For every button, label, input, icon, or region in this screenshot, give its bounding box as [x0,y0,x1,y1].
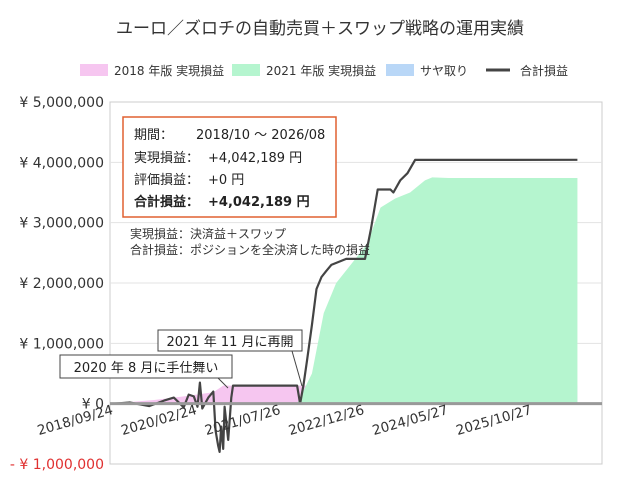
chart-title: ユーロ／ズロチの自動売買＋スワップ戦略の運用実績 [116,19,524,39]
realized-value: +4,042,189 円 [208,151,302,166]
info-box-frame [122,116,337,218]
legend-label-saya: サヤ取り [420,64,468,78]
area-s2021 [297,177,578,404]
x-tick-label: 2018/09/24 [36,402,115,439]
legend-label-s2018: 2018 年版 実現損益 [114,63,224,78]
y-tick-label: ¥ 3,000,000 [19,216,104,232]
info-box: 期間： 2018/10 ～ 2026/08 実現損益： +4,042,189 円… [122,116,337,218]
annotation-2020-callout [59,354,233,379]
plot-layer [110,158,602,453]
note-total: 合計損益：ポジションを全決済した時の損益 [130,242,370,257]
y-tick-label: - ¥ 1,000,000 [10,457,104,473]
y-tick-label: ¥ 2,000,000 [19,276,104,292]
period-label: 期間： [134,128,173,143]
legend-swatch-saya [386,64,414,76]
total-label: 合計損益： [134,194,199,210]
legend-label-total: 合計損益 [520,63,568,78]
y-axis: ¥ 5,000,000 ¥ 4,000,000 ¥ 3,000,000 ¥ 2,000… [10,95,104,473]
annotations: 2021 年 11 月に再開 2020 年 8 月に手仕舞い [59,329,303,389]
y-tick-label: ¥ 1,000,000 [19,336,104,352]
note-realized: 実現損益：決済益＋スワップ [130,226,286,241]
period-value: 2018/10 ～ 2026/08 [196,128,325,143]
legend-swatch-s2018 [80,64,108,76]
line-total [113,158,578,453]
annotation-2020-pointer [217,377,229,389]
annotation-2021-text: 2021 年 11 月に再開 [166,335,293,350]
unrealized-value: +0 円 [208,173,244,188]
legend-label-s2021: 2021 年版 実現損益 [266,63,376,78]
total-value: +4,042,189 円 [208,195,310,210]
annotation-2021-callout [157,329,303,352]
realized-label: 実現損益： [134,150,199,166]
annotation-2021-pointer [291,350,303,387]
y-tick-label: ¥ 4,000,000 [19,155,104,171]
unrealized-label: 評価損益： [134,173,199,188]
legend-swatch-s2021 [232,64,260,76]
y-tick-label: ¥ 5,000,000 [19,95,104,111]
annotation-2020-text: 2020 年 8 月に手仕舞い [74,361,219,376]
y-tick-label: ¥ 0 [82,397,104,413]
legend: 2018 年版 実現損益 2021 年版 実現損益 サヤ取り 合計損益 [80,63,568,78]
